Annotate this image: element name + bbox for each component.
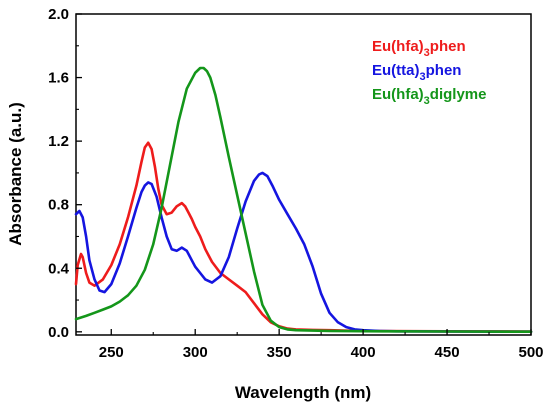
series-line-1: [74, 171, 533, 334]
legend-entry-0: Eu(hfa)3phen: [372, 38, 466, 59]
legend-label-main: Eu(hfa): [372, 86, 424, 103]
legend-entry-1: Eu(tta)3phen: [372, 62, 461, 83]
x-tick-label: 450: [435, 344, 460, 361]
legend-label-main: Eu(tta): [372, 62, 420, 79]
y-tick-label: 0.8: [48, 197, 69, 214]
x-tick-label: 400: [351, 344, 376, 361]
y-tick-label: 1.6: [48, 70, 69, 87]
x-axis-title: Wavelength (nm): [235, 383, 371, 402]
x-tick-label: 250: [99, 344, 124, 361]
legend-label-suffix: diglyme: [430, 86, 487, 103]
series-layer: [74, 66, 533, 334]
legend-label-subscript: 3: [420, 71, 426, 83]
series-line-0: [74, 141, 533, 333]
legend-entry-2: Eu(hfa)3diglyme: [372, 86, 486, 107]
y-tick-label: 1.2: [48, 133, 69, 150]
y-axis-title: Absorbance (a.u.): [6, 102, 25, 246]
y-tick-label: 2.0: [48, 6, 69, 23]
x-tick-label: 300: [183, 344, 208, 361]
legend-label-suffix: phen: [426, 62, 462, 79]
plot-frame: [75, 13, 532, 336]
legend-label-subscript: 3: [424, 95, 430, 107]
x-tick-label: 500: [518, 344, 543, 361]
x-tick-label: 350: [267, 344, 292, 361]
ticks-layer: 250 300 350 400 450 500 0.0 0.4 0.8 1.2 1.6 2.0: [48, 6, 543, 361]
y-tick-label: 0.4: [48, 260, 70, 277]
series-line-2: [74, 66, 533, 334]
y-tick-label: 0.0: [48, 324, 69, 341]
legend-label-suffix: phen: [430, 38, 466, 55]
legend-label-subscript: 3: [424, 47, 430, 59]
legend-label-main: Eu(hfa): [372, 38, 424, 55]
